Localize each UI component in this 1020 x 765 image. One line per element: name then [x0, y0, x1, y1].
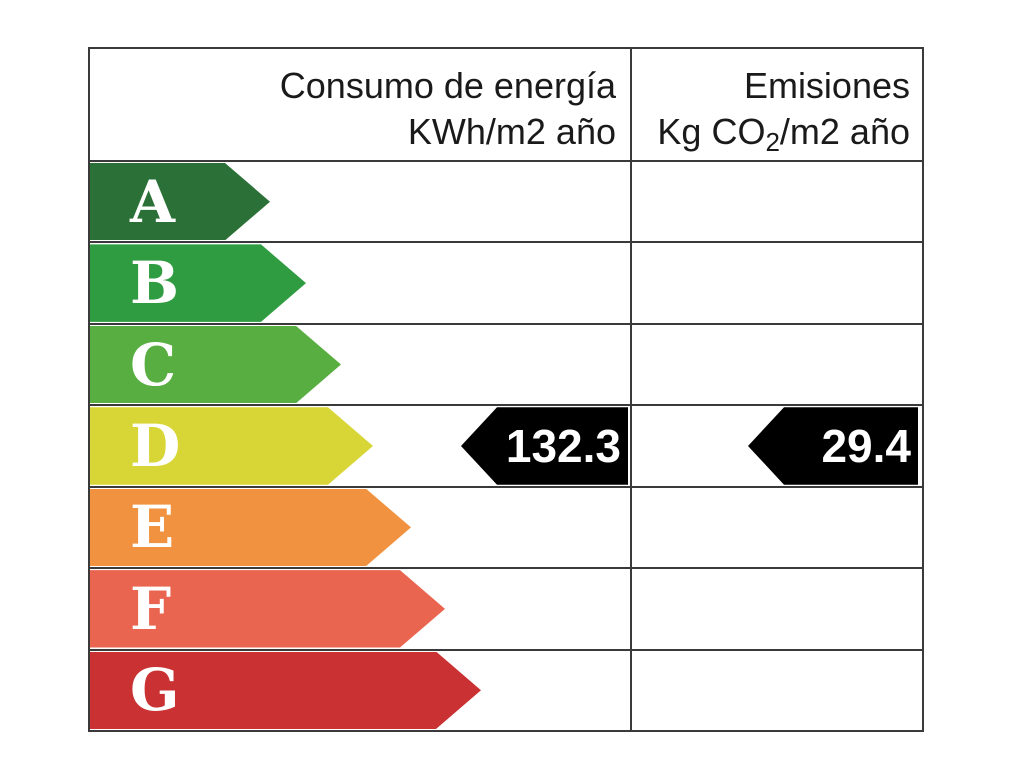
energy-header-title: Consumo de energía	[279, 65, 616, 106]
rating-arrow-f	[90, 570, 445, 648]
rating-letter-c: C	[130, 330, 177, 399]
consumption-value: 132.3	[505, 419, 621, 472]
rating-arrow-e	[90, 488, 411, 567]
emissions-value-arrow: 29.4	[748, 407, 918, 485]
rating-row-f: F	[90, 567, 922, 648]
rating-arrow-b	[90, 244, 306, 322]
rating-letter-g: G	[130, 656, 180, 725]
emissions-header: Emisiones Kg CO2/m2 año	[630, 49, 922, 160]
energy-consumption-header: Consumo de energía KWh/m2 año	[90, 49, 630, 160]
table-header: Consumo de energía KWh/m2 año Emisiones …	[90, 49, 922, 160]
emissions-unit-part1: Kg CO	[657, 111, 766, 152]
rating-row-c: C	[90, 322, 922, 404]
rating-row-g: G	[90, 648, 922, 730]
emissions-header-title: Emisiones	[743, 65, 910, 106]
rating-row-b: B	[90, 241, 922, 322]
rating-arrow-d	[90, 407, 373, 485]
emissions-header-unit: Kg CO2/m2 año	[630, 109, 910, 155]
rating-letter-e: E	[130, 493, 175, 562]
emissions-value: 29.4	[821, 419, 911, 472]
rating-arrow-c	[90, 325, 341, 404]
rating-letter-b: B	[130, 249, 180, 318]
energy-header-unit: KWh/m2 año	[407, 111, 616, 152]
rating-row-e: E	[90, 485, 922, 567]
emissions-unit-subscript: 2	[765, 127, 780, 157]
rating-row-a: A	[90, 160, 922, 241]
emissions-unit-part2: /m2 año	[779, 111, 910, 152]
consumption-value-arrow: 132.3	[461, 407, 628, 485]
rating-letter-f: F	[130, 574, 172, 643]
rating-arrow-a	[90, 163, 270, 241]
rating-rows: A B C D 132.3 29.4 E	[90, 160, 922, 730]
rating-table: Consumo de energía KWh/m2 año Emisiones …	[88, 47, 924, 732]
rating-row-d: D 132.3 29.4	[90, 404, 922, 485]
rating-arrow-g	[90, 651, 481, 729]
rating-letter-a: A	[130, 167, 176, 236]
column-divider	[630, 49, 632, 730]
rating-letter-d: D	[130, 411, 181, 480]
